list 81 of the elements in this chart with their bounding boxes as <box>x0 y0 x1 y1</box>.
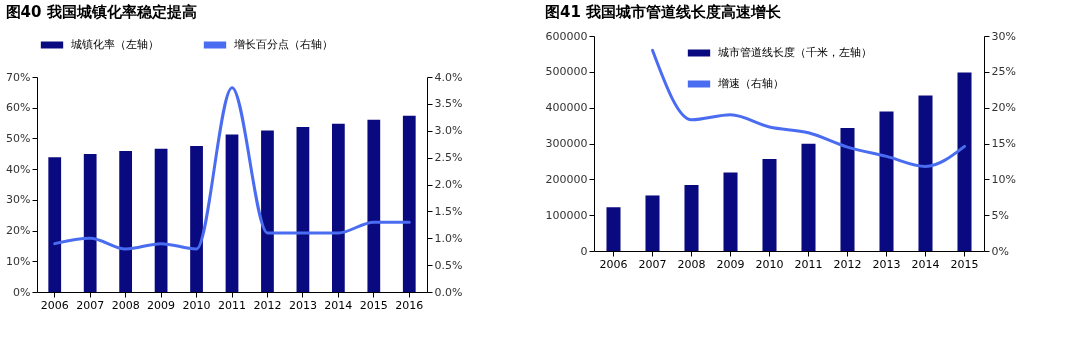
bar <box>190 146 203 292</box>
y2-tick-label: 2.0% <box>434 178 463 191</box>
y-tick-label: 20% <box>6 224 31 238</box>
y2-tick-label: 4.0% <box>434 70 463 84</box>
y2-tick-label: 30% <box>991 29 1016 43</box>
x-tick-label: 2006 <box>40 298 69 312</box>
legend-label: 城镇化率（左轴） <box>70 38 159 51</box>
y2-tick-label: 0.0% <box>434 285 463 299</box>
y-tick-label: 0 <box>580 244 588 258</box>
x-tick-label: 2014 <box>324 298 353 312</box>
chart-title: 图41 我国城市管道线长度高速增长 <box>545 3 783 21</box>
x-tick-label: 2013 <box>288 298 317 312</box>
y2-tick-label: 2.5% <box>434 151 463 165</box>
x-tick-label: 2011 <box>794 257 823 271</box>
bar <box>801 143 816 251</box>
x-tick-label: 2009 <box>716 257 745 271</box>
y-tick-label: 50% <box>6 131 31 145</box>
legend-label: 增长百分点（右轴） <box>233 38 333 51</box>
x-tick-label: 2007 <box>638 257 667 271</box>
bar <box>261 130 274 292</box>
y2-tick-label: 15% <box>991 137 1016 150</box>
x-tick-label: 2015 <box>950 257 979 271</box>
bar <box>762 158 777 251</box>
x-tick-label: 2010 <box>755 257 784 271</box>
y-tick-label: 40% <box>6 162 31 176</box>
y2-tick-label: 10% <box>991 172 1016 186</box>
y2-tick-label: 0% <box>991 244 1009 258</box>
bar <box>645 195 660 251</box>
y-tick-label: 600000 <box>545 29 588 43</box>
bar <box>154 148 168 292</box>
bar <box>684 185 699 251</box>
y2-tick-label: 3.0% <box>434 124 463 138</box>
legend-label: 增速（右轴） <box>717 77 784 90</box>
bar <box>83 154 97 292</box>
y-tick-label: 60% <box>6 101 31 115</box>
bar <box>225 134 239 292</box>
y2-tick-label: 25% <box>991 65 1016 79</box>
x-tick-label: 2014 <box>911 257 940 271</box>
y-tick-label: 200000 <box>545 172 588 186</box>
bar <box>879 111 894 251</box>
x-tick-label: 2010 <box>182 298 211 312</box>
x-tick-label: 2007 <box>76 298 105 312</box>
y-tick-label: 30% <box>6 193 31 207</box>
x-tick-label: 2015 <box>359 298 388 312</box>
y-tick-label: 400000 <box>545 101 588 115</box>
x-tick-label: 2006 <box>599 257 628 271</box>
y-tick-label: 0% <box>13 285 31 299</box>
y-tick-label: 10% <box>6 254 31 268</box>
x-tick-label: 2009 <box>147 298 176 312</box>
y2-tick-label: 1.5% <box>434 204 463 218</box>
bar <box>367 119 381 292</box>
legend-label: 城市管道线长度（千米，左轴） <box>717 46 872 59</box>
x-tick-label: 2013 <box>872 257 901 271</box>
y-tick-label: 500000 <box>545 65 588 79</box>
x-tick-label: 2008 <box>677 257 706 271</box>
bar <box>119 151 133 292</box>
y2-tick-label: 0.5% <box>434 258 463 272</box>
line-series <box>53 86 411 251</box>
x-tick-label: 2012 <box>253 298 282 312</box>
bar <box>840 128 855 251</box>
bar <box>48 157 62 292</box>
chart-title: 图40 我国城镇化率稳定提高 <box>5 3 197 21</box>
bar <box>918 95 933 251</box>
y2-tick-label: 20% <box>991 101 1016 115</box>
bar <box>957 72 972 251</box>
y2-tick-label: 3.5% <box>434 97 463 111</box>
y2-tick-label: 1.0% <box>434 231 463 245</box>
bar <box>402 115 416 292</box>
line-series <box>651 48 966 168</box>
bar <box>606 207 621 251</box>
y2-tick-label: 5% <box>991 208 1009 222</box>
y-tick-label: 300000 <box>545 137 588 150</box>
x-tick-label: 2011 <box>218 298 246 312</box>
x-tick-label: 2008 <box>111 298 140 312</box>
bar <box>331 123 345 292</box>
bar <box>723 172 738 251</box>
x-tick-label: 2012 <box>833 257 862 271</box>
bar <box>296 127 310 292</box>
x-tick-label: 2016 <box>395 298 424 312</box>
y-tick-label: 70% <box>6 70 31 84</box>
y-tick-label: 100000 <box>545 208 588 222</box>
